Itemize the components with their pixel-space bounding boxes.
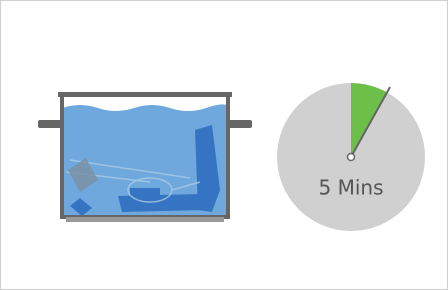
- pot: [38, 92, 252, 222]
- page: 5 Mins (() => { const data = JSON.parse(…: [0, 0, 448, 290]
- timer-pivot: [348, 154, 355, 161]
- timer: 5 Mins: [277, 83, 425, 231]
- timer-label: 5 Mins: [319, 176, 384, 200]
- illustration: 5 Mins: [0, 0, 448, 290]
